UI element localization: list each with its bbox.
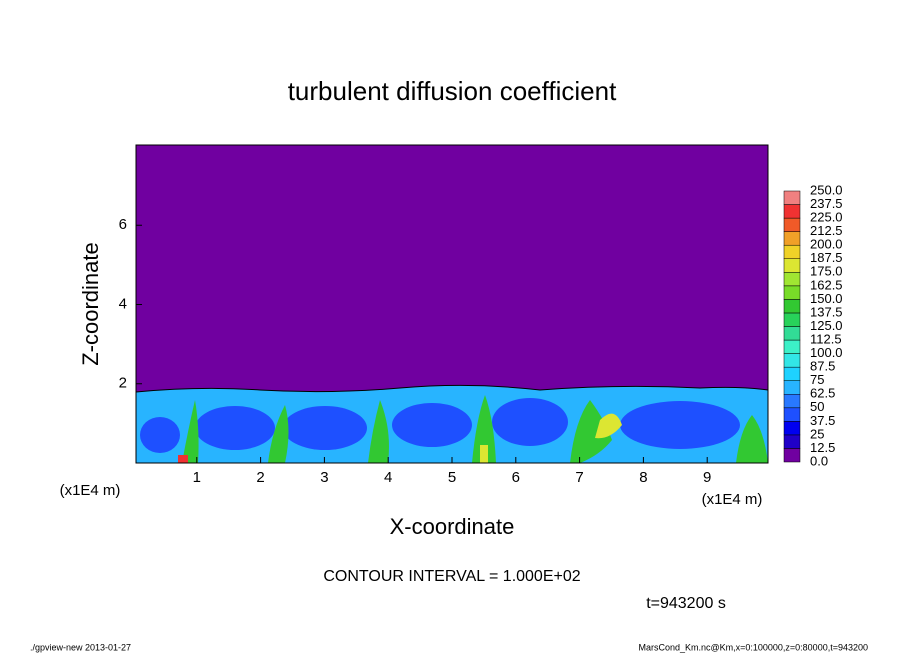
- colorbar-label: 162.5: [810, 277, 843, 292]
- colorbar-label: 112.5: [810, 331, 842, 346]
- colorbar-segment: [783, 353, 801, 368]
- colorbar-label: 87.5: [810, 359, 835, 374]
- x-tick-label: 8: [639, 469, 647, 486]
- footer-left: ./gpview-new 2013-01-27: [30, 642, 131, 652]
- y-tick-label: 2: [119, 375, 127, 392]
- x-tick-label: 4: [384, 469, 392, 486]
- colorbar-segment: [783, 299, 801, 314]
- colorbar-label: 100.0: [810, 345, 843, 360]
- x-tick-label: 1: [193, 469, 201, 486]
- footer-right: MarsCond_Km.nc@Km,x=0:100000,z=0:80000,t…: [638, 642, 868, 652]
- colorbar-label: 37.5: [810, 413, 835, 428]
- time-label: t=943200 s: [646, 595, 726, 612]
- contour-field: [135, 144, 769, 464]
- x-tick-label: 3: [320, 469, 328, 486]
- colorbar-segment: [783, 204, 801, 219]
- field-eddy: [620, 401, 740, 449]
- colorbar-segment: [783, 272, 801, 287]
- field-contour: [135, 384, 769, 393]
- colorbar-segment: [783, 380, 801, 395]
- colorbar-segment: [783, 339, 801, 354]
- field-plume: [268, 405, 289, 463]
- colorbar-segment: [783, 312, 801, 327]
- colorbar-segment: [783, 326, 801, 341]
- colorbar-segment: [783, 434, 801, 449]
- x-tick-label: 6: [512, 469, 520, 486]
- colorbar-label: 137.5: [810, 304, 843, 319]
- chart-title: turbulent diffusion coefficient: [288, 76, 617, 106]
- field-plume: [595, 413, 622, 439]
- colorbar-label: 25: [810, 426, 824, 441]
- field-eddy: [140, 417, 180, 453]
- colorbar-label: 250.0: [810, 182, 843, 197]
- colorbar-segment: [783, 231, 801, 246]
- colorbar-segment: [783, 244, 801, 259]
- y-tick-label: 4: [119, 295, 127, 312]
- field-plume: [736, 415, 768, 463]
- x-tick-label: 2: [256, 469, 264, 486]
- field-plume: [472, 395, 496, 463]
- contour-interval: CONTOUR INTERVAL = 1.000E+02: [323, 568, 580, 585]
- x-unit-label: (x1E4 m): [60, 482, 121, 499]
- colorbar-label: 175.0: [810, 264, 843, 279]
- colorbar-label: 0.0: [810, 453, 828, 468]
- field-plume: [368, 400, 389, 463]
- colorbar-segment: [783, 258, 801, 273]
- colorbar-segment: [783, 285, 801, 300]
- x-axis-label: X-coordinate: [390, 514, 515, 539]
- colorbar-segment: [783, 407, 801, 422]
- y-tick-label: 6: [119, 216, 127, 233]
- colorbar-segment: [783, 448, 801, 463]
- field-plume: [182, 400, 199, 463]
- field-spot: [178, 455, 188, 463]
- x-tick-label: 7: [575, 469, 583, 486]
- colorbar-label: 237.5: [810, 196, 843, 211]
- x-tick-label: 5: [448, 469, 456, 486]
- colorbar-label: 200.0: [810, 237, 843, 252]
- colorbar-segment: [783, 366, 801, 381]
- field-eddy: [492, 398, 568, 446]
- colorbar-label: 12.5: [810, 440, 835, 455]
- colorbar-label: 75: [810, 372, 824, 387]
- colorbar-label: 50: [810, 399, 824, 414]
- field-eddy: [283, 406, 367, 450]
- colorbar-label: 125.0: [810, 318, 843, 333]
- colorbar-label: 212.5: [810, 223, 843, 238]
- field-plume: [570, 400, 612, 463]
- colorbar-segment: [783, 421, 801, 436]
- colorbar-segment: [783, 217, 801, 232]
- x-unit-label: (x1E4 m): [702, 491, 763, 508]
- colorbar-segment: [783, 190, 801, 205]
- colorbar-segment: [783, 394, 801, 409]
- field-eddy: [195, 406, 275, 450]
- field-spot: [480, 445, 488, 463]
- y-axis-label: Z-coordinate: [78, 242, 103, 366]
- colorbar-label: 187.5: [810, 250, 843, 265]
- field-eddy: [392, 403, 472, 447]
- colorbar-label: 225.0: [810, 210, 843, 225]
- colorbar-label: 150.0: [810, 291, 843, 306]
- x-tick-label: 9: [703, 469, 711, 486]
- colorbar-label: 62.5: [810, 386, 835, 401]
